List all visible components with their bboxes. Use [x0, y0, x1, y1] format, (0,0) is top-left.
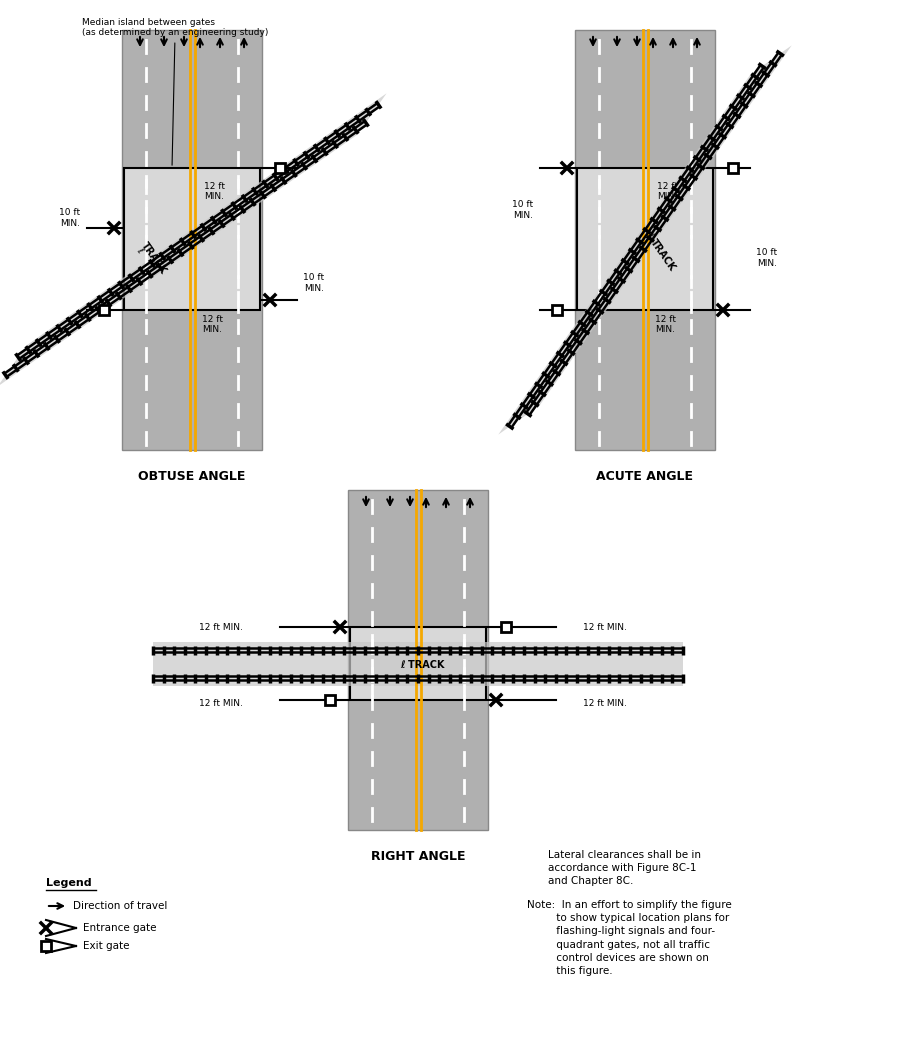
Text: TRACK: TRACK: [648, 237, 678, 273]
Text: 10 ft
MIN.: 10 ft MIN.: [59, 208, 81, 227]
Bar: [577, 168, 713, 310]
Text: 12 ft
MIN.: 12 ft MIN.: [204, 182, 225, 201]
Text: 10 ft
MIN.: 10 ft MIN.: [512, 200, 534, 220]
Text: Exit gate: Exit gate: [83, 941, 130, 951]
Text: 12 ft
MIN.: 12 ft MIN.: [202, 315, 223, 335]
Bar: [99, 305, 109, 315]
Text: ACUTE ANGLE: ACUTE ANGLE: [597, 470, 694, 483]
Bar: [124, 168, 260, 310]
Text: ℓ: ℓ: [644, 231, 655, 239]
Bar: [153, 642, 683, 686]
Text: Legend: Legend: [46, 878, 92, 888]
Text: OBTUSE ANGLE: OBTUSE ANGLE: [139, 470, 246, 483]
Bar: [728, 163, 738, 173]
Bar: [552, 305, 562, 315]
Bar: [41, 941, 51, 951]
Text: 12 ft MIN.: 12 ft MIN.: [199, 623, 243, 631]
Text: TRACK: TRACK: [140, 240, 168, 275]
Bar: [122, 30, 262, 450]
Bar: [501, 622, 511, 632]
Bar: [275, 163, 285, 173]
Text: Entrance gate: Entrance gate: [83, 923, 157, 933]
Text: ℓ: ℓ: [135, 246, 145, 254]
Text: Direction of travel: Direction of travel: [73, 901, 167, 911]
Bar: [348, 490, 488, 830]
Text: Lateral clearances shall be in
accordance with Figure 8C-1
and Chapter 8C.: Lateral clearances shall be in accordanc…: [548, 850, 701, 887]
Text: 10 ft
MIN.: 10 ft MIN.: [303, 273, 325, 292]
Text: ℓ TRACK: ℓ TRACK: [400, 660, 445, 670]
Polygon shape: [0, 94, 387, 387]
Bar: [575, 30, 715, 450]
Text: 12 ft MIN.: 12 ft MIN.: [199, 698, 243, 708]
Text: Note:  In an effort to simplify the figure
         to show typical location pla: Note: In an effort to simplify the figur…: [527, 900, 732, 976]
Text: 12 ft
MIN.: 12 ft MIN.: [657, 182, 678, 201]
Text: 10 ft
MIN.: 10 ft MIN.: [756, 249, 778, 268]
Polygon shape: [499, 46, 792, 435]
Text: 12 ft
MIN.: 12 ft MIN.: [655, 315, 676, 335]
Text: 12 ft MIN.: 12 ft MIN.: [583, 698, 627, 708]
Bar: [325, 695, 335, 705]
Text: 12 ft MIN.: 12 ft MIN.: [583, 623, 627, 631]
Text: RIGHT ANGLE: RIGHT ANGLE: [371, 850, 465, 863]
Bar: [350, 627, 486, 701]
Text: Median island between gates
(as determined by an engineering study): Median island between gates (as determin…: [82, 18, 268, 165]
